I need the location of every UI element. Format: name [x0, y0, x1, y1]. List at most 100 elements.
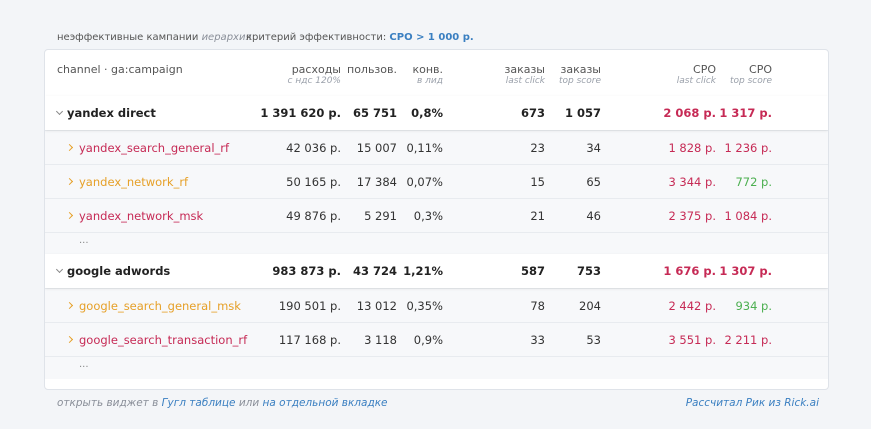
child-row: yandex_network_rf 50 165 р. 17 384 0,07% 15 6…	[45, 164, 828, 199]
cell-value: 0,8%	[411, 106, 443, 120]
footer-text: открыть виджет в	[57, 397, 159, 409]
chevron	[65, 301, 74, 310]
group-row: google adwords 983 873 р. 43 724 1,21% 587 75…	[45, 254, 828, 288]
row-name: google_search_general_msk	[79, 299, 241, 313]
row-name: yandex_network_msk	[79, 209, 204, 223]
cell-value: 49 876 р.	[286, 209, 341, 223]
cell-value: 3 344 р.	[668, 175, 716, 189]
column-sublabel: с ндс 120%	[287, 76, 341, 86]
column-label: CPO	[749, 63, 772, 76]
cell-value: 65 751	[352, 106, 397, 120]
footer-text: или	[238, 397, 260, 409]
chevron	[65, 177, 74, 186]
more-row: ...	[45, 232, 828, 255]
cell-value: 23	[530, 141, 545, 155]
column-sublabel: last click	[505, 76, 545, 86]
cell-value: 190 501 р.	[278, 299, 341, 313]
cell-value: 983 873 р.	[272, 264, 341, 278]
cell-value: 5 291	[364, 209, 397, 223]
cell-value: 0,35%	[406, 299, 443, 313]
column-sublabel: top score	[559, 76, 601, 86]
cell-value: 53	[586, 333, 601, 347]
criterion: критерий эффективности: CPO > 1 000 р.	[246, 32, 474, 43]
cell-value: 1 828 р.	[668, 141, 716, 155]
row-name: google_search_transaction_rf	[79, 333, 248, 347]
cell-value: 65	[586, 175, 601, 189]
column-sublabel: top score	[730, 76, 772, 86]
cell-value: 2 442 р.	[668, 299, 716, 313]
row-name: yandex_network_rf	[79, 175, 189, 189]
chevron	[55, 265, 64, 274]
cell-value: 673	[520, 106, 545, 120]
cell-value: 772 р.	[735, 175, 772, 189]
child-row: yandex_search_general_rf 42 036 р. 15 007 0…	[45, 130, 828, 165]
cell-value: 1 307 р.	[719, 264, 772, 278]
cell-value: 0,07%	[406, 175, 443, 189]
row-name: yandex direct	[67, 106, 156, 120]
cell-value: 21	[530, 209, 545, 223]
credit[interactable]: Рассчитал Рик из Rick.ai	[685, 397, 819, 409]
cell-value: 1 084 р.	[724, 209, 772, 223]
cell-value: 0,9%	[413, 333, 443, 347]
cell-value: 17 384	[356, 175, 397, 189]
chevron	[65, 335, 74, 344]
cell-value: 46	[586, 209, 601, 223]
cell-value: 117 168 р.	[278, 333, 341, 347]
cell-value: 587	[520, 264, 545, 278]
cell-value: 1 236 р.	[724, 141, 772, 155]
column-sublabel: в лид	[417, 76, 443, 86]
table-card: channel · ga:campaign расходы с ндс 120% по…	[44, 49, 829, 390]
cell-value: 43 724	[352, 264, 397, 278]
more: ...	[79, 359, 89, 370]
child-row: google_search_general_msk 190 501 р. 13 01…	[45, 288, 828, 323]
link[interactable]: на отдельной вкладке	[262, 397, 388, 409]
column-label: channel · ga:campaign	[57, 63, 183, 76]
column-label: CPO	[693, 63, 716, 76]
criterion-value: CPO > 1 000 р.	[389, 32, 474, 43]
cell-value: 0,11%	[406, 141, 443, 155]
column-label: пользов.	[347, 63, 397, 76]
cell-value: 1 676 р.	[663, 264, 716, 278]
cell-value: 50 165 р.	[286, 175, 341, 189]
chevron	[65, 143, 74, 152]
title: неэффективные кампании	[57, 32, 199, 43]
cell-value: 0,3%	[413, 209, 443, 223]
widget-title: неэффективные кампании иерархия	[57, 32, 251, 43]
more: ...	[79, 235, 89, 246]
cell-value: 3 118	[364, 333, 397, 347]
cell-value: 1 057	[564, 106, 601, 120]
link[interactable]: Гугл таблице	[161, 397, 236, 409]
cell-value: 934 р.	[735, 299, 772, 313]
row-name: yandex_search_general_rf	[79, 141, 230, 155]
cell-value: 1,21%	[403, 264, 443, 278]
child-row: google_search_transaction_rf 117 168 р. 3 …	[45, 322, 828, 357]
more-row: ...	[45, 356, 828, 379]
cell-value: 2 068 р.	[663, 106, 716, 120]
cell-value: 42 036 р.	[286, 141, 341, 155]
chevron	[65, 211, 74, 220]
cell-value: 33	[530, 333, 545, 347]
footer-links: открыть виджет в Гугл таблице или на отд…	[57, 397, 388, 409]
cell-value: 1 317 р.	[719, 106, 772, 120]
column-label: заказы	[560, 63, 601, 76]
group-row: yandex direct 1 391 620 р. 65 751 0,8% 673 1 …	[45, 96, 828, 130]
column-label: конв.	[412, 63, 443, 76]
cell-value: 753	[576, 264, 601, 278]
column-sublabel: last click	[676, 76, 716, 86]
criterion-label: критерий эффективности:	[246, 32, 387, 43]
column-label: расходы	[291, 63, 341, 76]
row-name: google adwords	[67, 264, 171, 278]
cell-value: 2 375 р.	[668, 209, 716, 223]
title-note: иерархия	[201, 32, 252, 43]
cell-value: 15 007	[356, 141, 397, 155]
child-row: yandex_network_msk 49 876 р. 5 291 0,3% 21 46…	[45, 198, 828, 233]
cell-value: 204	[579, 299, 601, 313]
cell-value: 78	[530, 299, 545, 313]
cell-value: 1 391 620 р.	[260, 106, 341, 120]
column-label: заказы	[504, 63, 545, 76]
cell-value: 34	[586, 141, 601, 155]
cell-value: 13 012	[356, 299, 397, 313]
cell-value: 2 211 р.	[724, 333, 772, 347]
cell-value: 3 551 р.	[668, 333, 716, 347]
